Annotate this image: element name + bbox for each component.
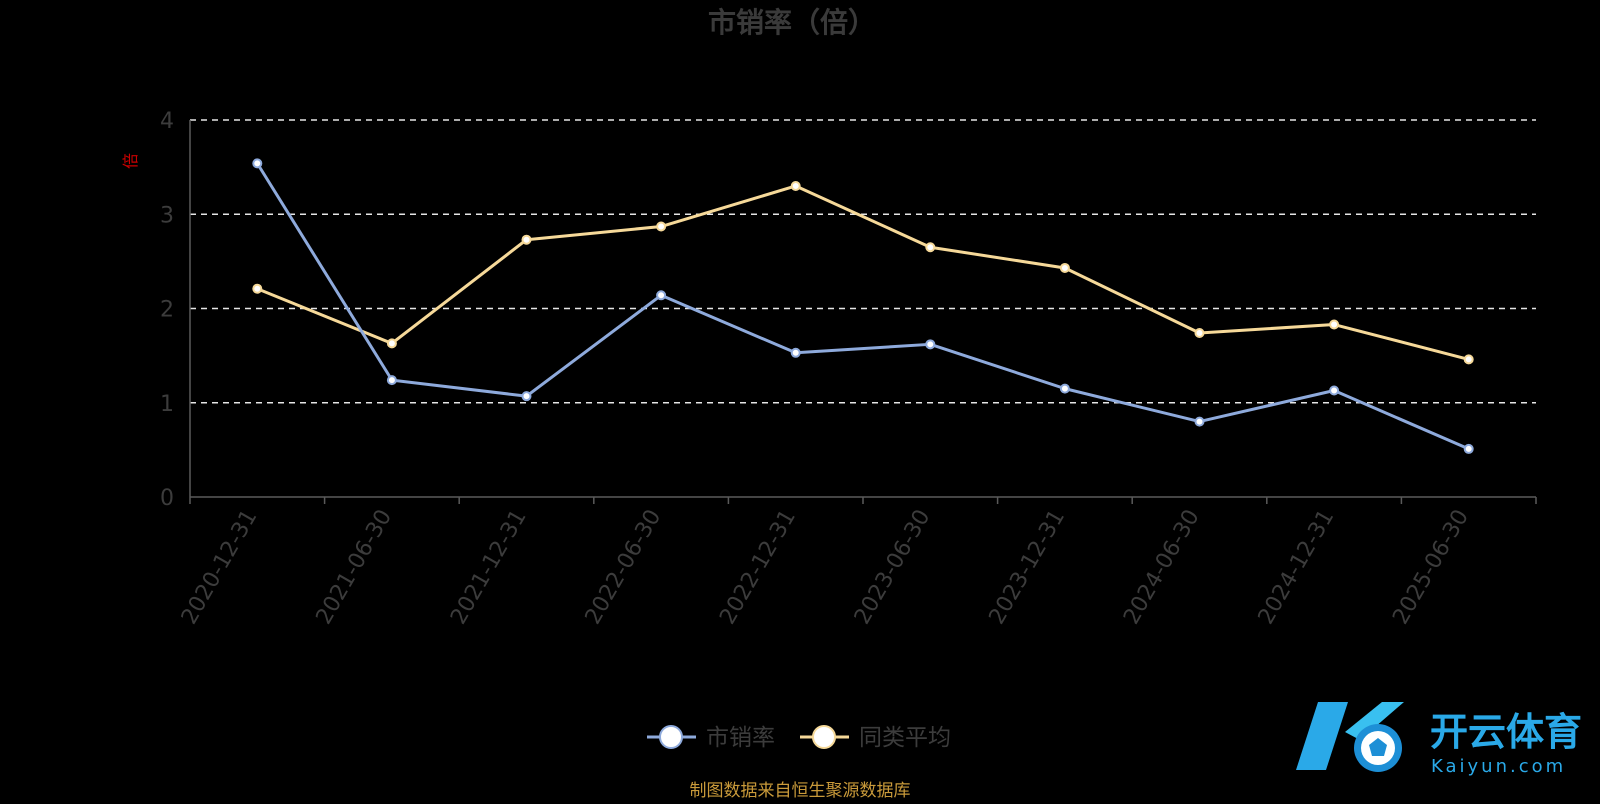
data-point-1-8 bbox=[1329, 319, 1340, 330]
data-point-1-9 bbox=[1463, 354, 1474, 365]
data-point-1-6 bbox=[1059, 262, 1070, 273]
x-tick-label-0: 2020-12-31 bbox=[177, 506, 263, 629]
data-point-1-4 bbox=[790, 180, 801, 191]
data-point-0-0 bbox=[252, 158, 263, 169]
data-point-0-1 bbox=[386, 375, 397, 386]
source-note: 制图数据来自恒生聚源数据库 bbox=[690, 781, 911, 800]
data-point-0-7 bbox=[1194, 416, 1205, 427]
x-tick-label-1: 2021-06-30 bbox=[312, 506, 398, 629]
data-point-1-3 bbox=[656, 221, 667, 232]
series bbox=[252, 158, 1474, 454]
legend-marker-series-0 bbox=[659, 725, 683, 749]
y-tick-label-2: 2 bbox=[160, 298, 174, 323]
series-line-0 bbox=[256, 162, 1470, 451]
y-tick-label-1: 1 bbox=[160, 392, 174, 417]
x-tick-label-2: 2021-12-31 bbox=[446, 506, 532, 629]
data-point-0-5 bbox=[925, 339, 936, 350]
y-tick-label-3: 3 bbox=[160, 203, 174, 228]
y-axis-unit-label: 倍 bbox=[121, 153, 140, 169]
y-tick-label-0: 0 bbox=[160, 486, 174, 511]
data-point-0-4 bbox=[790, 347, 801, 358]
x-tick-label-5: 2023-06-30 bbox=[850, 506, 936, 629]
legend: 市销率 同类平均 bbox=[647, 725, 951, 751]
legend-item-peer-average[interactable]: 同类平均 bbox=[800, 725, 951, 751]
series-1 bbox=[252, 180, 1474, 365]
chart-title: 市销率（倍） bbox=[708, 6, 876, 39]
data-point-1-1 bbox=[386, 338, 397, 349]
x-tick-label-6: 2023-12-31 bbox=[985, 506, 1071, 629]
data-point-0-3 bbox=[656, 290, 667, 301]
data-point-1-7 bbox=[1194, 328, 1205, 339]
x-tick-label-8: 2024-12-31 bbox=[1254, 506, 1340, 629]
series-0 bbox=[252, 158, 1474, 454]
x-tick-label-4: 2022-12-31 bbox=[715, 506, 801, 629]
x-tick-label-7: 2024-06-30 bbox=[1119, 506, 1205, 629]
legend-item-pe-sales[interactable]: 市销率 bbox=[647, 725, 775, 751]
legend-marker-series-1 bbox=[812, 725, 836, 749]
watermark-name-cn: 开云体育 bbox=[1430, 710, 1582, 754]
x-tick-label-9: 2025-06-30 bbox=[1388, 506, 1474, 629]
data-point-1-2 bbox=[521, 234, 532, 245]
series-line-1 bbox=[256, 184, 1470, 361]
watermark-logo: 开云体育 Kaiyun.com bbox=[1296, 702, 1582, 777]
legend-label-series-1: 同类平均 bbox=[859, 725, 951, 751]
grid-lines bbox=[190, 119, 1536, 404]
y-axis-ticks: 0 1 2 3 4 bbox=[160, 109, 174, 511]
data-point-0-8 bbox=[1329, 385, 1340, 396]
x-tick-label-3: 2022-06-30 bbox=[581, 506, 667, 629]
logo-emblem-icon bbox=[1296, 702, 1404, 772]
axes bbox=[189, 120, 1537, 504]
data-point-0-9 bbox=[1463, 443, 1474, 454]
data-point-0-2 bbox=[521, 391, 532, 402]
y-tick-label-4: 4 bbox=[160, 109, 174, 134]
watermark-name-en: Kaiyun.com bbox=[1431, 756, 1566, 777]
data-point-1-0 bbox=[252, 283, 263, 294]
data-point-1-5 bbox=[925, 242, 936, 253]
x-axis-ticks: 2020-12-31 2021-06-30 2021-12-31 2022-06-30… bbox=[177, 506, 1474, 629]
data-point-0-6 bbox=[1059, 383, 1070, 394]
legend-label-series-0: 市销率 bbox=[706, 725, 775, 751]
